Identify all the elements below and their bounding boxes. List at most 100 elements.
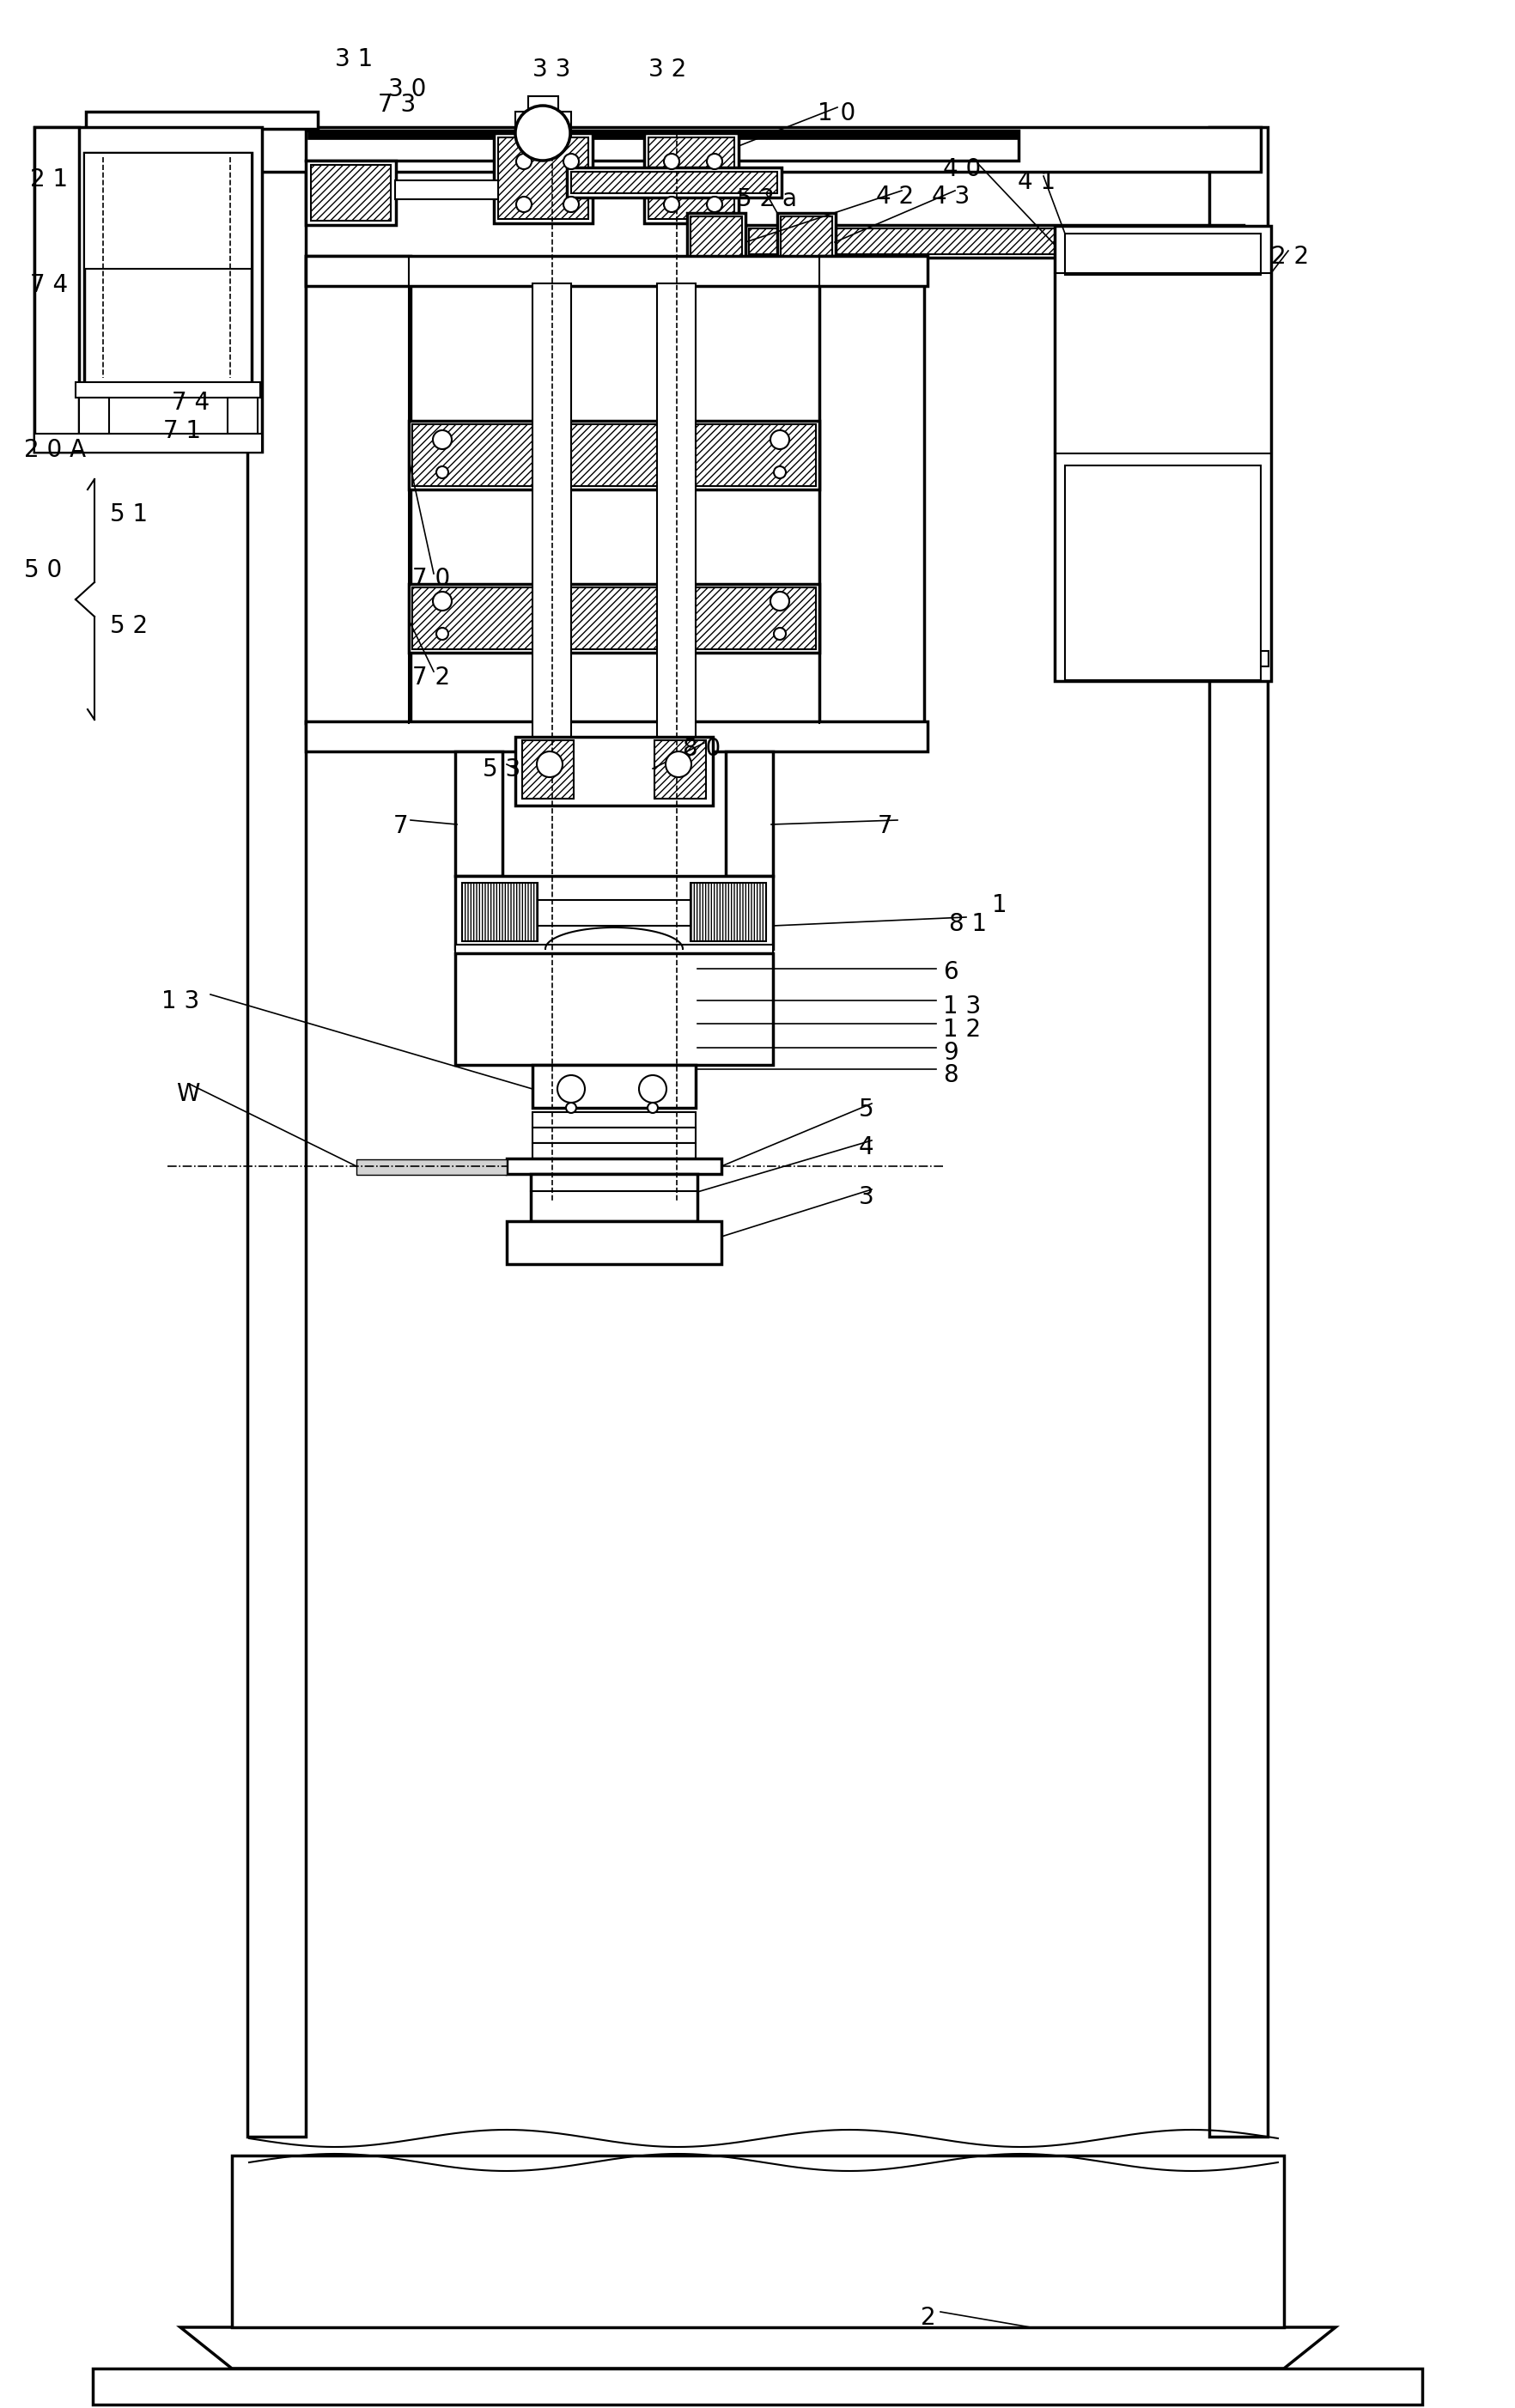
Circle shape [567, 1103, 576, 1112]
Bar [538, 901, 691, 925]
Bar [529, 96, 558, 113]
Text: 1 3: 1 3 [162, 990, 200, 1014]
Text: 8 0: 8 0 [683, 737, 721, 761]
Bar [691, 217, 742, 267]
Bar [532, 1112, 695, 1127]
Bar [530, 1175, 697, 1221]
Circle shape [536, 751, 562, 778]
Circle shape [664, 197, 679, 212]
Circle shape [517, 197, 532, 212]
Bar [691, 884, 767, 942]
Bar [648, 137, 735, 219]
Bar [688, 212, 745, 272]
Text: 7 0: 7 0 [412, 566, 450, 590]
Text: 5 2 a: 5 2 a [736, 188, 797, 212]
Bar [409, 585, 820, 653]
Bar [306, 130, 1018, 161]
Bar [571, 171, 777, 193]
Bar [86, 111, 318, 128]
Bar [86, 128, 1260, 171]
Text: 4: 4 [859, 1134, 874, 1158]
Text: 4 3: 4 3 [932, 185, 970, 209]
Bar [1247, 650, 1268, 667]
Bar [306, 722, 927, 751]
Circle shape [558, 1076, 585, 1103]
Text: 3 2: 3 2 [648, 58, 686, 82]
Bar [306, 255, 411, 722]
Text: 6: 6 [942, 961, 957, 985]
Bar [85, 152, 251, 270]
Bar [35, 433, 262, 453]
Bar [306, 161, 395, 224]
Bar [506, 1158, 721, 1175]
Text: 2 1: 2 1 [30, 169, 68, 193]
Bar [532, 284, 571, 799]
Circle shape [515, 106, 570, 161]
Text: 5 1: 5 1 [111, 503, 148, 527]
Text: 7 4: 7 4 [171, 390, 209, 414]
Text: 3 1: 3 1 [335, 48, 373, 72]
Bar [494, 132, 592, 224]
Bar [412, 588, 817, 650]
Bar [454, 877, 773, 949]
Circle shape [436, 628, 448, 641]
Bar [409, 421, 820, 489]
Text: 7 2: 7 2 [412, 665, 450, 689]
Bar [76, 383, 261, 397]
Circle shape [771, 592, 789, 612]
Bar [532, 1144, 695, 1158]
Circle shape [517, 154, 532, 169]
Circle shape [647, 1103, 658, 1112]
Circle shape [774, 467, 786, 479]
Circle shape [774, 628, 786, 641]
Circle shape [564, 197, 579, 212]
Bar [85, 152, 251, 383]
Circle shape [433, 431, 451, 450]
Circle shape [564, 154, 579, 169]
Bar [308, 258, 409, 722]
Bar [726, 751, 773, 877]
Bar [523, 739, 574, 799]
Bar [395, 181, 498, 200]
Text: 8 1: 8 1 [948, 913, 986, 937]
Circle shape [771, 431, 789, 450]
Bar [506, 1221, 721, 1264]
Text: 7 1: 7 1 [164, 419, 201, 443]
Bar [532, 1064, 695, 1108]
Text: 5 0: 5 0 [24, 559, 62, 583]
Bar [515, 737, 714, 807]
Text: 5 3: 5 3 [483, 759, 521, 783]
Text: 2 0 A: 2 0 A [24, 438, 86, 462]
Circle shape [639, 1076, 667, 1103]
Text: 5 2: 5 2 [111, 614, 148, 638]
Bar [515, 111, 571, 137]
Bar [227, 397, 258, 433]
Bar [35, 128, 262, 453]
Bar [1076, 650, 1097, 667]
Bar [821, 258, 923, 722]
Circle shape [433, 592, 451, 612]
Text: W: W [176, 1081, 200, 1105]
Bar [644, 132, 739, 224]
Bar [820, 255, 924, 722]
Bar [780, 217, 832, 267]
Text: 4 1: 4 1 [1018, 171, 1056, 195]
Text: 8: 8 [942, 1064, 957, 1086]
Text: 3 3: 3 3 [532, 58, 571, 82]
Bar [498, 137, 588, 219]
Text: 7: 7 [877, 814, 892, 838]
Circle shape [708, 197, 723, 212]
Text: 7 4: 7 4 [30, 272, 68, 296]
Bar [777, 212, 836, 272]
Text: 7 3: 7 3 [377, 94, 417, 118]
Bar [567, 169, 782, 197]
Bar [232, 2155, 1285, 2326]
Bar [79, 397, 109, 433]
Circle shape [665, 751, 691, 778]
Bar [308, 130, 1018, 140]
Text: 4 2: 4 2 [876, 185, 914, 209]
Bar [654, 739, 706, 799]
Bar [745, 224, 1244, 258]
Text: 1 0: 1 0 [818, 101, 856, 125]
Bar [247, 128, 306, 2136]
